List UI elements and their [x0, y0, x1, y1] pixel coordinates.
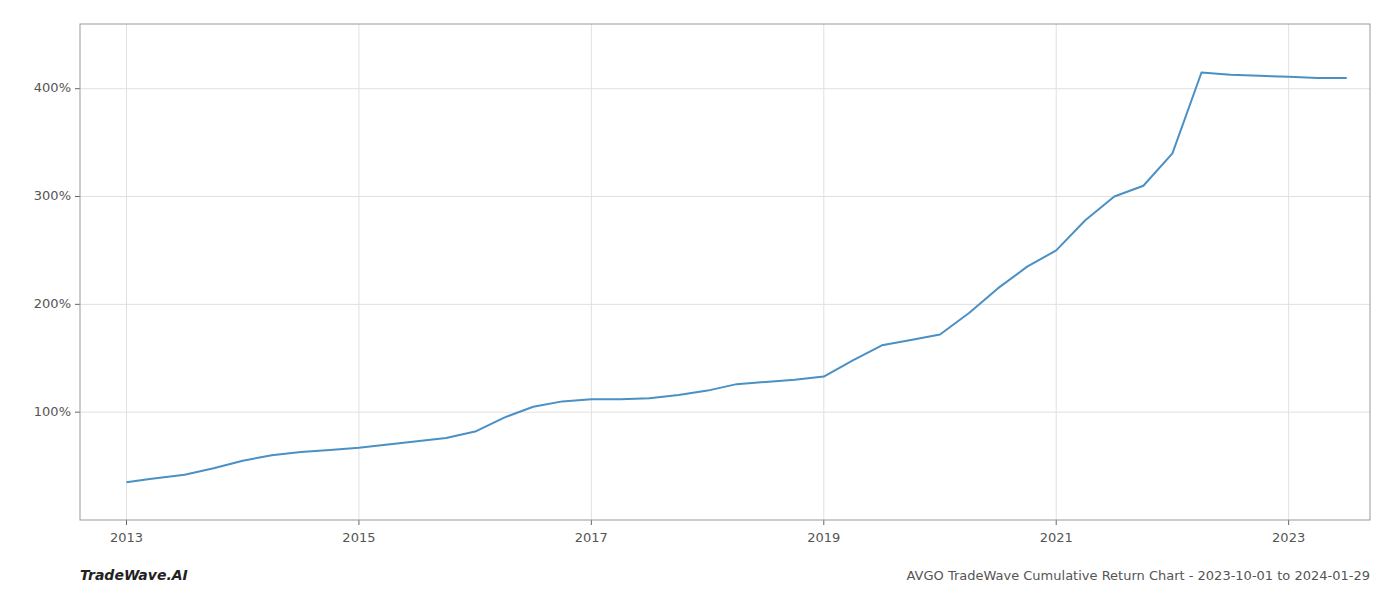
line: [126, 73, 1346, 483]
grid-line: [1288, 24, 1289, 520]
tick-mark: [75, 412, 80, 413]
grid-line: [823, 24, 824, 520]
grid-line: [1056, 24, 1057, 520]
tick-label: 300%: [34, 188, 71, 203]
tick-label: 100%: [34, 404, 71, 419]
tick-mark: [126, 520, 127, 525]
tick-label: 2019: [807, 530, 840, 545]
tick-label: 2021: [1040, 530, 1073, 545]
grid-line: [80, 304, 1370, 305]
tick-mark: [1056, 520, 1057, 525]
tick-label: 2015: [342, 530, 375, 545]
watermark: TradeWave.AI: [80, 567, 188, 583]
tick-mark: [358, 520, 359, 525]
axes: 100% 200% 300% 400% 2013 2015 2017 2019 2021 2023: [34, 24, 1370, 545]
grid-line: [358, 24, 359, 520]
tick-label: 2023: [1272, 530, 1305, 545]
tick-label: 2017: [575, 530, 608, 545]
tick-mark: [75, 304, 80, 305]
tick-label: 400%: [34, 80, 71, 95]
tick-mark: [1288, 520, 1289, 525]
tick-mark: [823, 520, 824, 525]
chart: 100% 200% 300% 400% 2013 2015 2017 2019 2021 2023…: [0, 0, 1400, 600]
grid-line: [80, 196, 1370, 197]
tick-mark: [591, 520, 592, 525]
tick-label: 2013: [110, 530, 143, 545]
title: AVGO TradeWave Cumulative Return Chart -…: [907, 568, 1371, 583]
tick-mark: [75, 196, 80, 197]
tick-mark: [75, 88, 80, 89]
grid-line: [591, 24, 592, 520]
plot-frame: [80, 24, 1370, 520]
grid-line: [126, 24, 127, 520]
grid-line: [80, 88, 1370, 89]
grid-line: [80, 412, 1370, 413]
grid: [80, 24, 1370, 520]
series: [126, 73, 1346, 483]
tick-label: 200%: [34, 296, 71, 311]
